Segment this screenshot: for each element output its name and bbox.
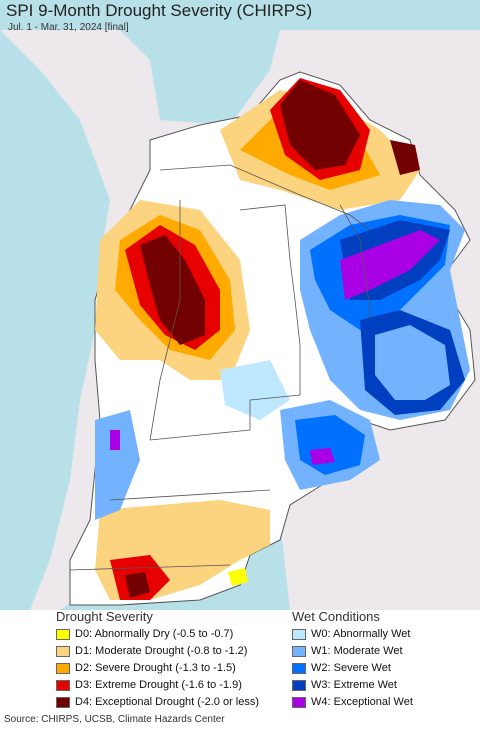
legend-item-w0: W0: Abnormally Wet: [292, 627, 410, 641]
ocean-area: [0, 0, 480, 610]
legend-item-d0: D0: Abnormally Dry (-0.5 to -0.7): [56, 627, 233, 641]
border-south: [149, 394, 301, 441]
d2-patch-west: [115, 215, 235, 360]
d1-patch-north: [220, 90, 420, 210]
d4-patch-west: [140, 235, 205, 345]
legend-label: W3: Extreme Wet: [311, 679, 397, 691]
w1-patch-pampas: [280, 400, 380, 490]
legend-label: D0: Abnormally Dry (-0.5 to -0.7): [75, 628, 234, 640]
border-west: [149, 200, 181, 441]
legend-swatch: [56, 696, 70, 708]
border-north: [159, 164, 371, 231]
legend-swatch: [56, 628, 70, 640]
d0-patch-south: [228, 568, 248, 586]
d1-patch-west: [95, 200, 250, 380]
legend-swatch: [292, 645, 306, 657]
wet-patches: [95, 200, 470, 520]
w1-patch-east: [300, 200, 470, 420]
d3-patch-west: [125, 225, 220, 350]
legend-item-w4: W4: Exceptional Wet: [292, 695, 413, 709]
border-coast: [69, 564, 231, 571]
d4-patch-south: [125, 572, 150, 598]
legend-swatch: [56, 679, 70, 691]
w0-patch-center: [220, 360, 290, 420]
legend-swatch: [56, 645, 70, 657]
legend-label: W2: Severe Wet: [311, 662, 391, 674]
legend-label: D3: Extreme Drought (-1.6 to -1.9): [75, 679, 242, 691]
legend-item-w3: W3: Extreme Wet: [292, 678, 397, 692]
legend-swatch: [292, 662, 306, 674]
drought-legend-title: Drought Severity: [56, 609, 153, 624]
legend-item-d3: D3: Extreme Drought (-1.6 to -1.9): [56, 678, 242, 692]
d4-patch-north: [280, 80, 360, 170]
legend-item-d2: D2: Severe Drought (-1.3 to -1.5): [56, 661, 236, 675]
legend-item-w2: W2: Severe Wet: [292, 661, 391, 675]
map-title: SPI 9-Month Drought Severity (CHIRPS): [6, 1, 313, 20]
w1-patch-andes: [95, 410, 140, 520]
legend-label: W1: Moderate Wet: [311, 645, 403, 657]
d3-patch-north: [270, 78, 370, 180]
border-central: [239, 204, 301, 395]
legend-label: D2: Severe Drought (-1.3 to -1.5): [75, 662, 236, 674]
source-credit: Source: CHIRPS, UCSB, Climate Hazards Ce…: [4, 714, 225, 725]
w4-patch-andes: [110, 430, 120, 450]
w2-patch-east: [310, 215, 450, 330]
w3-patch-se: [360, 310, 465, 415]
border-east: [339, 204, 371, 320]
neighbor-land: [0, 30, 480, 610]
legend-swatch: [292, 696, 306, 708]
legend-label: W4: Exceptional Wet: [311, 696, 413, 708]
w4-patch-pampas: [310, 448, 335, 465]
legend-label: D1: Moderate Drought (-0.8 to -1.2): [75, 645, 248, 657]
region-land: [69, 71, 476, 606]
legend-swatch: [292, 628, 306, 640]
w2-patch-pampas: [295, 415, 365, 475]
legend-label: W0: Abnormally Wet: [311, 628, 411, 640]
d2-patch-north: [240, 105, 380, 190]
drought-patches: [95, 78, 420, 600]
legend-item-w1: W1: Moderate Wet: [292, 644, 403, 658]
w3-patch-east: [340, 220, 450, 300]
d4-patch-ne: [390, 140, 420, 175]
legend-swatch: [292, 679, 306, 691]
d3-patch-south: [110, 555, 170, 600]
legend-label: D4: Exceptional Drought (-2.0 or less): [75, 696, 260, 708]
drought-map: [0, 0, 480, 610]
d1-patch-south: [95, 500, 270, 600]
wet-legend-title: Wet Conditions: [292, 609, 380, 624]
borders: [69, 164, 371, 571]
border-patagonia: [109, 489, 271, 501]
w4-patch-east: [340, 230, 440, 300]
map-subtitle: Jul. 1 - Mar. 31, 2024 [final]: [8, 22, 129, 33]
legend-swatch: [56, 662, 70, 674]
legend-item-d1: D1: Moderate Drought (-0.8 to -1.2): [56, 644, 247, 658]
legend-item-d4: D4: Exceptional Drought (-2.0 or less): [56, 695, 259, 709]
w1-patch-se: [375, 325, 450, 400]
